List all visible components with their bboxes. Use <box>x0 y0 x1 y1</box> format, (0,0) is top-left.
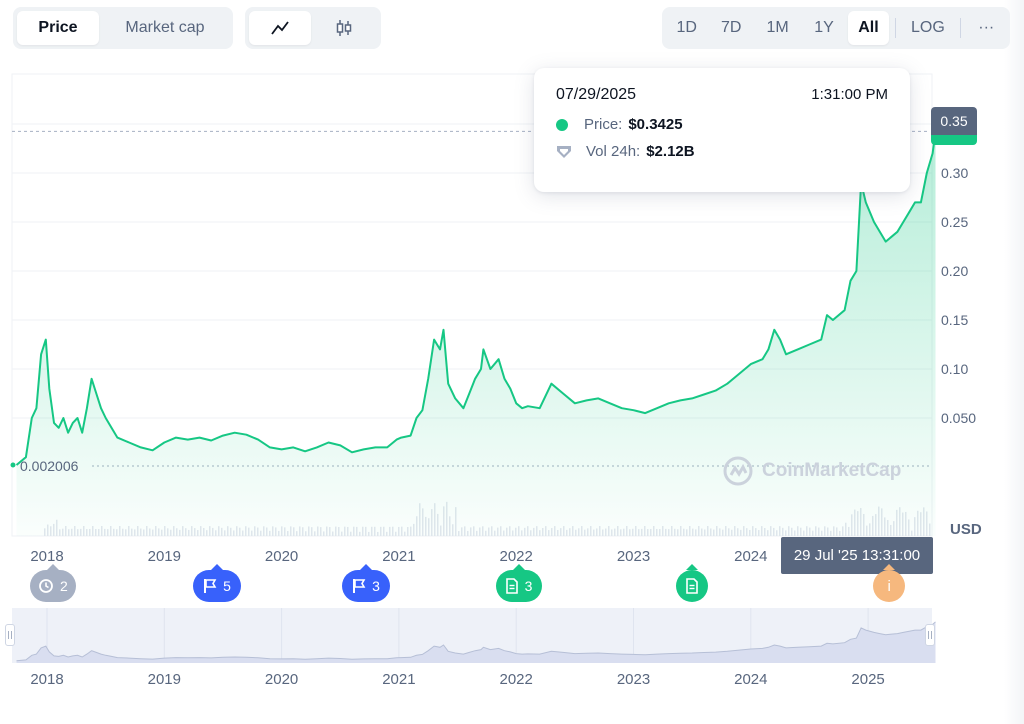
divider <box>895 18 897 38</box>
document-icon <box>685 578 699 594</box>
coinmarketcap-logo-icon <box>723 456 753 486</box>
x-tick-label: 2019 <box>148 548 181 565</box>
low-point <box>10 462 16 468</box>
price-tooltip: 07/29/2025 1:31:00 PM Price: $0.3425 Vol… <box>534 68 910 192</box>
x-tick-label: 2021 <box>382 548 415 565</box>
tooltip-price-label: Price: <box>584 116 623 133</box>
tooltip-date: 07/29/2025 <box>556 86 637 103</box>
range-navigator[interactable]: 2018 2019 2020 2021 2022 2023 2024 2025 <box>0 600 1024 700</box>
event-marker[interactable]: 3 <box>342 564 391 602</box>
navigator-tick-label: 2019 <box>148 671 181 688</box>
event-marker[interactable] <box>676 564 709 602</box>
current-price-tag: 0.35 <box>931 107 977 145</box>
event-count: 5 <box>223 578 231 594</box>
tooltip-time: 1:31:00 PM <box>811 86 888 103</box>
event-count: 3 <box>524 578 533 594</box>
history-icon <box>38 578 54 594</box>
x-tick-label: 2024 <box>734 548 767 565</box>
y-tick-label: 0.15 <box>941 312 968 328</box>
x-tick-label: 2022 <box>500 548 533 565</box>
y-tick-label: 0.30 <box>941 165 968 181</box>
tooltip-volume-value: $2.12B <box>646 143 695 160</box>
event-count: 3 <box>372 578 380 594</box>
x-tick-label: 2018 <box>30 548 63 565</box>
navigator-tick-label: 2020 <box>265 671 298 688</box>
navigator-tick-label: 2025 <box>851 671 884 688</box>
current-price-bar <box>931 135 977 145</box>
watermark-text: CoinMarketCap <box>762 460 902 481</box>
navigator-line <box>16 621 936 662</box>
current-price-value: 0.35 <box>931 107 977 135</box>
log-toggle[interactable]: LOG <box>910 19 945 36</box>
flag-icon <box>203 578 217 594</box>
navigator-tick-label: 2023 <box>617 671 650 688</box>
price-line <box>15 131 937 466</box>
range-1m[interactable]: 1M <box>766 19 789 36</box>
event-count: 2 <box>59 578 68 594</box>
candlestick-icon[interactable] <box>313 11 375 45</box>
event-count: i <box>887 577 891 595</box>
edge-fade <box>1004 0 1024 724</box>
x-tick-label: 2020 <box>265 548 298 565</box>
navigator-tick-label: 2022 <box>500 671 533 688</box>
event-marker[interactable]: i <box>873 564 906 602</box>
price-dot-icon <box>556 118 568 131</box>
navigator-tick-label: 2018 <box>30 671 63 688</box>
range-1d[interactable]: 1D <box>676 19 697 36</box>
range-1y[interactable]: 1Y <box>814 19 834 36</box>
currency-label: USD <box>950 521 982 538</box>
y-tick-label: 0.20 <box>941 263 968 279</box>
range-tabs: 1D 7D 1M 1Y All LOG ··· <box>662 7 1010 49</box>
navigator-left-handle[interactable] <box>5 624 15 646</box>
tab-market-cap[interactable]: Market cap <box>125 19 205 36</box>
y-tick-label: 0.25 <box>941 214 968 230</box>
document-icon <box>505 578 519 594</box>
tab-price[interactable]: Price <box>17 11 99 45</box>
event-marker[interactable]: 5 <box>193 564 242 602</box>
navigator-tick-label: 2021 <box>382 671 415 688</box>
x-tick-label: 2023 <box>617 548 650 565</box>
low-value-label: 0.002006 <box>20 458 79 474</box>
flag-icon <box>352 578 366 594</box>
more-icon[interactable]: ··· <box>978 19 995 36</box>
tooltip-price-value: $0.3425 <box>628 116 683 133</box>
metric-tabs: Price Market cap <box>13 7 233 49</box>
navigator-tick-label: 2024 <box>734 671 767 688</box>
chart-type-tabs <box>245 7 381 49</box>
volume-icon <box>557 145 571 158</box>
divider <box>959 18 961 38</box>
y-tick-label: 0.050 <box>941 410 976 426</box>
tooltip-volume-label: Vol 24h: <box>586 143 641 160</box>
range-all[interactable]: All <box>847 11 890 45</box>
watermark: CoinMarketCap <box>722 455 901 487</box>
line-chart-icon[interactable] <box>249 11 311 45</box>
navigator-right-handle[interactable] <box>925 624 935 646</box>
range-7d[interactable]: 7D <box>720 19 742 36</box>
y-tick-label: 0.10 <box>941 361 968 377</box>
crosshair-date-tag: 29 Jul '25 13:31:00 <box>781 537 933 574</box>
event-marker[interactable]: 2 <box>29 564 76 602</box>
event-marker[interactable]: 3 <box>495 564 542 602</box>
